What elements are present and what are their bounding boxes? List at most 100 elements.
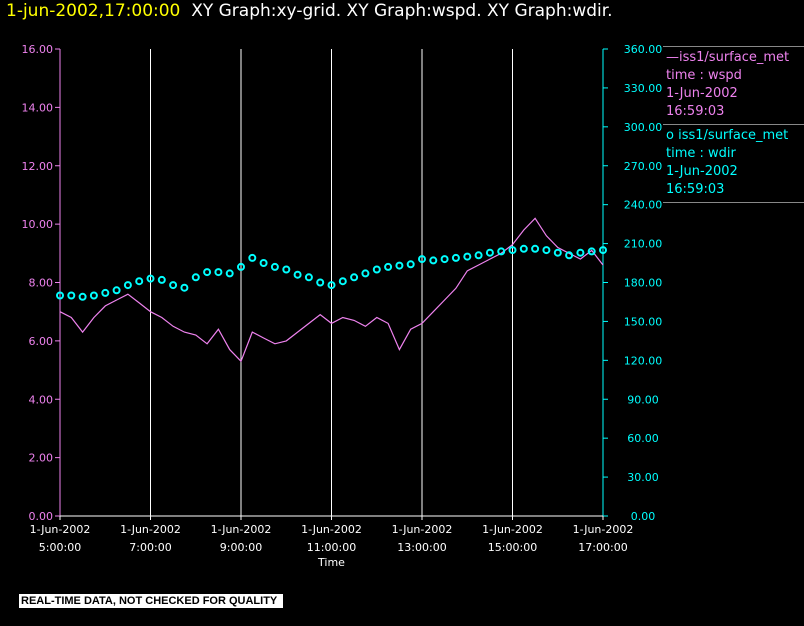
y-right-tick-label: 120.00 <box>624 354 663 367</box>
legend-separator <box>663 202 804 203</box>
series-wdir-point <box>180 283 189 292</box>
legend-date: 1-Jun-2002 <box>666 164 738 179</box>
series-wdir-point <box>451 253 460 262</box>
x-tick-label-date: 1-Jun-2002 <box>392 523 453 536</box>
series-wdir-point <box>169 281 178 290</box>
series-wdir-point <box>418 255 426 264</box>
y-left-tick-label: 2.00 <box>29 452 54 465</box>
legend-separator <box>663 124 804 125</box>
series-wdir-point <box>576 248 585 257</box>
legend-source: iss1/surface_met <box>678 128 789 143</box>
series-wdir-point <box>146 274 155 283</box>
x-tick-label-date: 1-Jun-2002 <box>211 523 272 536</box>
series-wdir-point <box>259 259 268 267</box>
legend-time: 16:59:03 <box>666 104 725 119</box>
series-wdir-point <box>519 244 528 253</box>
y-left-tick-label: 4.00 <box>29 393 54 406</box>
series-wdir-point <box>361 269 370 278</box>
y-right-tick-label: 360.00 <box>624 43 663 56</box>
y-right-tick-label: 300.00 <box>624 121 663 134</box>
series-wspd-line <box>59 217 604 363</box>
legend-entry-wdir: o iss1/surface_met time : wdir 1-Jun-200… <box>663 125 804 202</box>
legend-date: 1-Jun-2002 <box>666 86 738 101</box>
x-tick-label-date: 1-Jun-2002 <box>30 523 91 536</box>
y-right-tick-label: 90.00 <box>627 393 659 406</box>
series-wdir-point <box>463 252 472 261</box>
series-wdir-point <box>531 244 540 253</box>
legend-symbol: o <box>666 128 674 143</box>
y-right-tick-label: 0.00 <box>631 510 656 523</box>
series-wdir-point <box>316 278 325 287</box>
y-right-tick-label: 180.00 <box>624 277 663 290</box>
x-tick-label-date: 1-Jun-2002 <box>120 523 181 536</box>
x-tick-label-time: 17:00:00 <box>578 541 627 554</box>
series-wdir-point <box>474 251 483 260</box>
series-wdir-point <box>384 262 393 271</box>
quality-disclaimer: REAL-TIME DATA, NOT CHECKED FOR QUALITY <box>19 594 284 608</box>
x-tick-label-time: 7:00:00 <box>129 541 171 554</box>
series-wdir-point <box>56 291 64 300</box>
y-right-tick-label: 240.00 <box>624 199 663 212</box>
series-wdir-point <box>89 291 98 300</box>
series-wdir-point <box>157 275 166 284</box>
y-left-tick-label: 0.00 <box>29 510 54 523</box>
series-wdir-point <box>327 281 336 290</box>
series-wdir-point <box>203 268 212 277</box>
series-wdir-point <box>338 277 347 286</box>
x-tick-label-time: 15:00:00 <box>488 541 537 554</box>
y-left-tick-label: 6.00 <box>29 335 54 348</box>
series-wdir-point <box>485 248 494 257</box>
series-wdir-point <box>497 247 506 256</box>
series-wdir-point <box>508 246 517 255</box>
series-wdir-point <box>350 273 359 282</box>
x-tick-label-time: 9:00:00 <box>220 541 262 554</box>
x-tick-label-time: 11:00:00 <box>307 541 356 554</box>
series-wdir-point <box>282 265 291 274</box>
series-wdir-point <box>191 273 200 282</box>
legend-variable: time : wspd <box>666 68 742 83</box>
y-right-tick-label: 270.00 <box>624 160 663 173</box>
series-wdir-point <box>214 268 223 277</box>
series-wdir-point <box>395 261 404 270</box>
y-right-tick-label: 210.00 <box>624 238 663 251</box>
x-tick-label-date: 1-Jun-2002 <box>301 523 362 536</box>
legend-variable: time : wdir <box>666 146 736 161</box>
y-left-tick-label: 16.00 <box>22 43 54 56</box>
series-wdir-point <box>406 260 415 269</box>
legend-time: 16:59:03 <box>666 182 725 197</box>
y-right-tick-label: 330.00 <box>624 82 663 95</box>
series-wdir-point <box>67 291 76 300</box>
y-right-tick-label: 60.00 <box>627 432 659 445</box>
legend-symbol: — <box>666 50 679 65</box>
series-wdir-point <box>78 292 87 301</box>
series-wdir-point <box>293 270 302 279</box>
series-wdir-point <box>440 255 449 264</box>
y-right-tick-label: 150.00 <box>624 315 663 328</box>
x-tick-label-date: 1-Jun-2002 <box>573 523 634 536</box>
series-wdir-point <box>225 269 234 278</box>
y-right-tick-label: 30.00 <box>627 471 659 484</box>
series-wdir-point <box>429 256 438 265</box>
x-axis-label: Time <box>317 556 345 569</box>
series-wdir-point <box>599 246 607 255</box>
series-wdir-point <box>372 265 381 274</box>
y-left-tick-label: 12.00 <box>22 160 54 173</box>
y-left-tick-label: 14.00 <box>22 101 54 114</box>
series-wdir-point <box>304 273 313 282</box>
legend-separator <box>663 46 804 47</box>
graph-title: 1-jun-2002,17:00:00 XY Graph:xy-grid. XY… <box>6 1 613 21</box>
x-tick-label-time: 5:00:00 <box>39 541 81 554</box>
series-wdir-point <box>135 277 144 286</box>
y-left-tick-label: 8.00 <box>29 277 54 290</box>
x-tick-label-date: 1-Jun-2002 <box>482 523 543 536</box>
series-wdir-point <box>237 262 245 271</box>
series-wdir-point <box>101 288 110 297</box>
series-wdir-point <box>587 247 596 256</box>
x-tick-label-time: 13:00:00 <box>397 541 446 554</box>
series-wdir-point <box>248 253 257 262</box>
series-wdir-point <box>123 281 132 290</box>
y-left-tick-label: 10.00 <box>22 218 54 231</box>
legend: — iss1/surface_met time : wspd 1-Jun-2002… <box>663 46 804 203</box>
series-wdir-point <box>112 286 121 295</box>
